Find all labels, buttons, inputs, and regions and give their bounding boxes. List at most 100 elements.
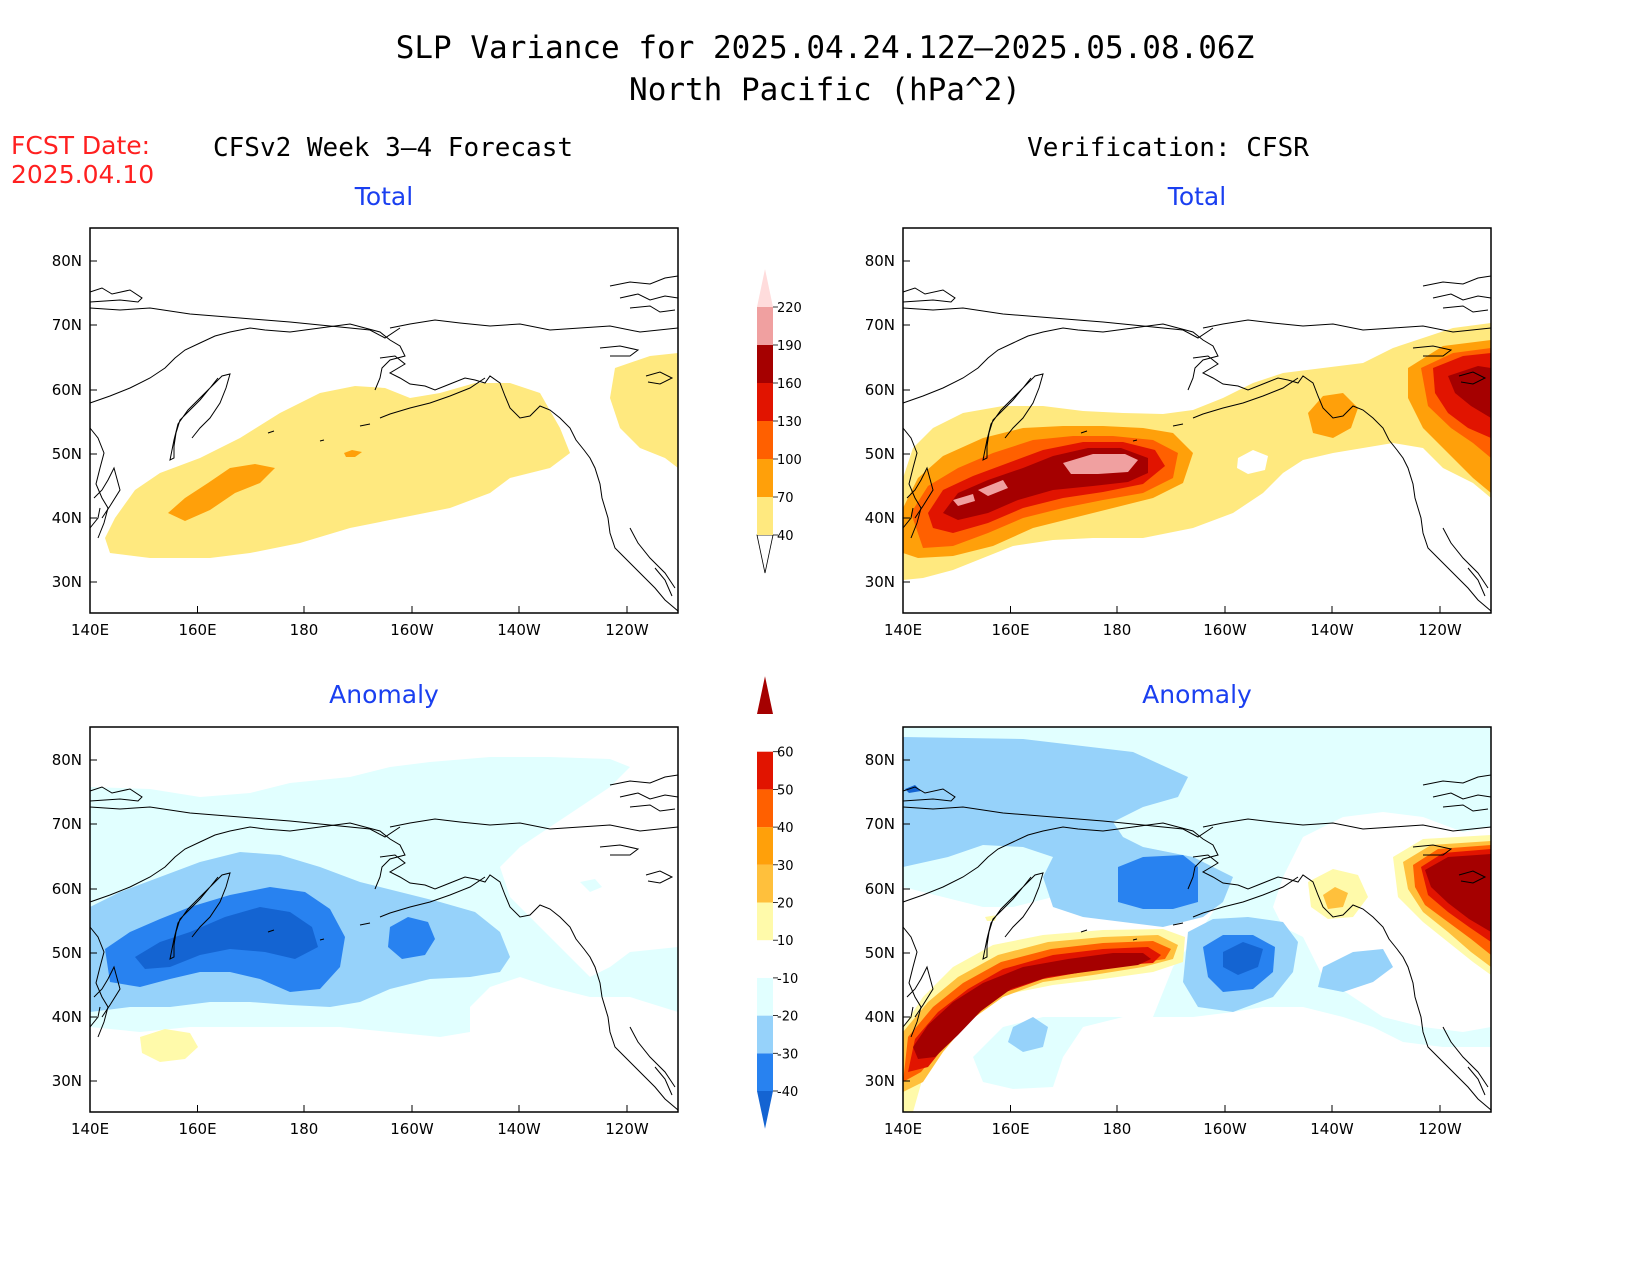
colorbar-total-swatch <box>757 459 773 497</box>
lat-tick-label: 40N <box>865 1008 895 1026</box>
lon-tick-label: 160W <box>1203 621 1247 639</box>
panel-frame <box>902 726 1492 1113</box>
lon-tick-label: 160W <box>390 621 434 639</box>
colorbar-anomaly-swatch <box>757 902 773 941</box>
colorbar-total-low-triangle <box>756 534 774 574</box>
shade-forecast-anom-gt-10-b <box>580 879 602 892</box>
shade-verif-anom-gt-60-c <box>1425 854 1491 932</box>
lat-tick-label: 80N <box>865 751 895 769</box>
shade-verif-total-190-a <box>1063 454 1138 474</box>
lon-tick-label: 160E <box>178 621 216 639</box>
colorbar-anomaly: -40 -30 -20 -10 10 20 30 40 50 60 <box>757 676 798 1129</box>
lat-tick-label: 60N <box>52 880 82 898</box>
right-column-title: Verification: CFSR <box>1027 133 1309 163</box>
lat-tick-label: 70N <box>52 815 82 833</box>
lon-tick-label: 140E <box>71 1120 109 1138</box>
colorbar-anomaly-label: 10 <box>777 934 794 949</box>
shade-verif-anom-lt-20-d <box>1008 1017 1048 1052</box>
colorbar-anomaly-label: 40 <box>777 821 794 836</box>
shade-verif-anom-lt-20-c <box>1318 949 1393 992</box>
colorbar-anomaly-swatch <box>757 789 773 828</box>
colorbar-anomaly-label: -30 <box>777 1047 798 1062</box>
lat-tick-label: 60N <box>52 381 82 399</box>
shade-forecast-total-70-small <box>344 450 362 457</box>
colorbar-anomaly-swatch <box>757 1053 773 1091</box>
shade-forecast-total-40 <box>105 383 570 558</box>
lat-tick-label: 50N <box>52 445 82 463</box>
colorbar-anomaly-swatch <box>757 1015 773 1054</box>
colorbar-total-swatch <box>757 345 773 383</box>
left-column-title: CFSv2 Week 3–4 Forecast <box>212 133 574 163</box>
lat-tick-label: 40N <box>865 509 895 527</box>
lat-tick-label: 70N <box>52 316 82 334</box>
shade-verif-anom-gt-60 <box>913 953 1151 1059</box>
lon-tick-label: 140W <box>497 621 541 639</box>
lon-tick-label: 180 <box>290 1120 319 1138</box>
panel-frame <box>89 227 679 614</box>
colorbar-total-label: 220 <box>777 301 802 316</box>
colorbar-anomaly-swatch <box>757 751 773 790</box>
fcst-date: 2025.04.10 <box>11 160 155 189</box>
lon-tick-label: 120W <box>605 621 649 639</box>
colorbar-total-label: 40 <box>777 529 794 544</box>
lat-tick-label: 30N <box>865 573 895 591</box>
colorbar-total-label: 70 <box>777 491 794 506</box>
lat-tick-label: 40N <box>52 509 82 527</box>
lat-tick-label: 60N <box>865 381 895 399</box>
lat-tick-label: 30N <box>52 1072 82 1090</box>
colorbar-anomaly-high-triangle <box>757 676 773 714</box>
main-title: SLP Variance for 2025.04.24.12Z–2025.05.… <box>395 30 1255 66</box>
shade-forecast-anom-gt-10 <box>140 1029 198 1062</box>
colorbar-total-swatch <box>757 497 773 535</box>
lat-tick-label: 50N <box>865 944 895 962</box>
lon-tick-label: 180 <box>290 621 319 639</box>
lon-tick-label: 140E <box>71 621 109 639</box>
fcst-label: FCST Date: <box>11 131 151 160</box>
axes-layer: 140E 160E 180 160W 140W 120W 80N 70N 60N 50N 40N 30… <box>52 252 1462 1138</box>
shade-forecast-total-40-east <box>610 353 678 468</box>
colorbar-total-label: 130 <box>777 415 802 430</box>
lon-tick-label: 140W <box>497 1120 541 1138</box>
lon-tick-label: 140W <box>1310 621 1354 639</box>
shade-verif-anom-gt-20-b <box>1323 887 1348 909</box>
lon-tick-label: 160E <box>991 621 1029 639</box>
colorbar-total-high-triangle <box>757 269 773 307</box>
fcst-date-label: FCST Date: 2025.04.10 <box>11 131 154 189</box>
map-forecast-anomaly <box>89 726 679 1113</box>
lat-tick-label: 50N <box>52 944 82 962</box>
lon-tick-label: 160E <box>991 1120 1029 1138</box>
colorbar-anomaly-label: -10 <box>777 972 798 987</box>
lon-tick-label: 180 <box>1103 621 1132 639</box>
lon-tick-label: 120W <box>605 1120 649 1138</box>
lat-tick-label: 70N <box>865 815 895 833</box>
colorbar-anomaly-low-triangle <box>757 1091 773 1129</box>
lat-tick-label: 40N <box>52 1008 82 1026</box>
lon-tick-label: 120W <box>1418 621 1462 639</box>
colorbar-total-swatch <box>757 383 773 421</box>
map-verification-total <box>902 227 1492 614</box>
panel-title-forecast-total: Total <box>354 182 414 211</box>
shade-verif-anom-gt-20 <box>903 935 1178 1092</box>
colorbar-anomaly-label: -20 <box>777 1010 798 1025</box>
colorbar-anomaly-swatch <box>757 977 773 1016</box>
shade-verif-total-190-b <box>953 480 1008 506</box>
colorbar-total-label: 160 <box>777 377 802 392</box>
colorbar-total: 40 70 100 130 160 190 220 <box>756 269 802 574</box>
lat-tick-label: 30N <box>865 1072 895 1090</box>
panel-frame <box>902 227 1492 614</box>
lon-tick-label: 160W <box>1203 1120 1247 1138</box>
map-forecast-total <box>89 227 679 614</box>
colorbar-total-swatch <box>757 421 773 459</box>
shade-verif-total-hole <box>1237 450 1268 474</box>
shade-verif-anom-lt-40-b <box>905 785 921 793</box>
panel-title-verification-total: Total <box>1167 182 1227 211</box>
lat-tick-label: 60N <box>865 880 895 898</box>
shade-forecast-anom-lt-40 <box>135 907 318 969</box>
colorbar-total-label: 100 <box>777 453 802 468</box>
colorbar-anomaly-label: 60 <box>777 746 794 761</box>
lon-tick-label: 140E <box>884 621 922 639</box>
colorbar-anomaly-label: 30 <box>777 859 794 874</box>
lon-tick-label: 160W <box>390 1120 434 1138</box>
shade-verif-total-70-b <box>1308 393 1358 438</box>
